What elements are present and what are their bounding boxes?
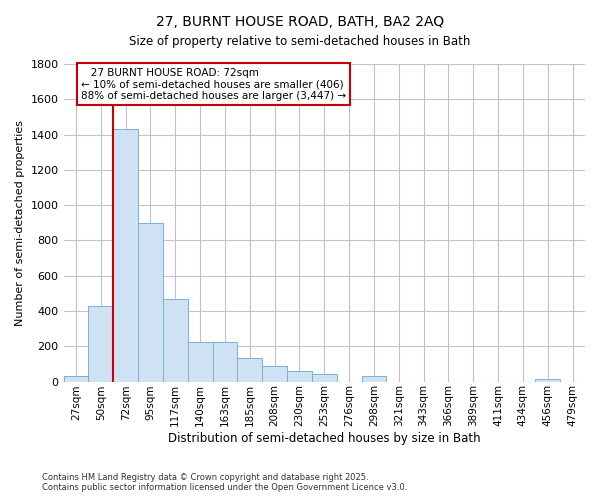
- Bar: [88, 306, 113, 382]
- Bar: [138, 223, 163, 382]
- Bar: [238, 358, 262, 382]
- Bar: [212, 342, 238, 382]
- Y-axis label: Number of semi-detached properties: Number of semi-detached properties: [15, 120, 25, 326]
- Bar: [535, 379, 560, 382]
- Bar: [312, 374, 337, 382]
- Bar: [362, 376, 386, 382]
- Bar: [262, 366, 287, 382]
- X-axis label: Distribution of semi-detached houses by size in Bath: Distribution of semi-detached houses by …: [168, 432, 481, 445]
- Bar: [287, 371, 312, 382]
- Text: Contains HM Land Registry data © Crown copyright and database right 2025.
Contai: Contains HM Land Registry data © Crown c…: [42, 473, 407, 492]
- Bar: [188, 342, 212, 382]
- Text: 27 BURNT HOUSE ROAD: 72sqm
← 10% of semi-detached houses are smaller (406)
88% o: 27 BURNT HOUSE ROAD: 72sqm ← 10% of semi…: [81, 68, 346, 100]
- Text: 27, BURNT HOUSE ROAD, BATH, BA2 2AQ: 27, BURNT HOUSE ROAD, BATH, BA2 2AQ: [156, 15, 444, 29]
- Bar: [64, 376, 88, 382]
- Bar: [163, 298, 188, 382]
- Text: Size of property relative to semi-detached houses in Bath: Size of property relative to semi-detach…: [130, 35, 470, 48]
- Bar: [113, 130, 138, 382]
